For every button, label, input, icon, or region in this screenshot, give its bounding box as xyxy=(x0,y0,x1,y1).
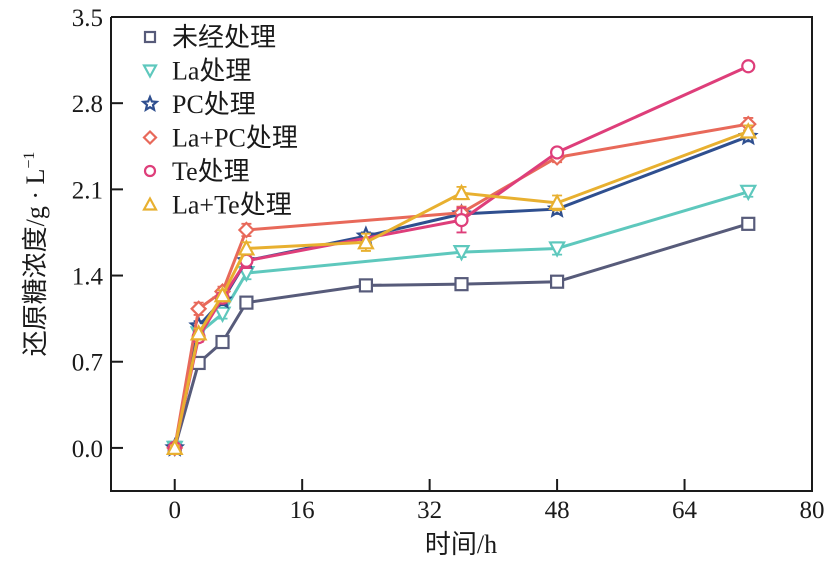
series-line xyxy=(173,135,749,449)
data-point xyxy=(548,193,566,211)
y-axis-title-main: 还原糖浓度/g · L xyxy=(21,169,50,357)
data-point xyxy=(190,300,208,318)
data-point xyxy=(239,295,254,310)
data-point xyxy=(189,324,208,341)
data-point xyxy=(454,277,469,292)
series-layer xyxy=(164,59,759,458)
legend-label: La+Te处理 xyxy=(172,191,292,220)
y-tick-label: 2.8 xyxy=(72,91,103,118)
x-tick-label: 16 xyxy=(290,497,315,524)
x-tick-label: 32 xyxy=(417,497,442,524)
data-point xyxy=(741,216,756,231)
data-point xyxy=(549,145,565,160)
x-tick-label: 48 xyxy=(545,497,570,524)
y-axis-title-group: 还原糖浓度/g · L−1 xyxy=(21,152,50,357)
legend-item: 未经处理 xyxy=(143,23,276,52)
data-point xyxy=(215,334,230,350)
legend-marker xyxy=(142,196,158,211)
series-2 xyxy=(164,125,759,457)
y-tick-label: 3.5 xyxy=(72,5,103,32)
data-point xyxy=(357,232,375,250)
data-point xyxy=(548,241,566,258)
legend-label: PC处理 xyxy=(172,90,256,119)
x-axis: 0 16 32 48 64 80 xyxy=(168,479,825,524)
y-tick-label: 0.7 xyxy=(72,350,103,377)
legend-item: PC处理 xyxy=(140,90,256,119)
series-5 xyxy=(165,122,758,456)
data-point xyxy=(741,59,756,74)
data-point xyxy=(165,438,184,456)
data-point xyxy=(452,245,471,262)
legend-item: La+PC处理 xyxy=(142,124,298,153)
legend-marker xyxy=(143,30,157,44)
data-point xyxy=(454,213,469,228)
data-point xyxy=(549,274,565,289)
x-tick-label: 80 xyxy=(800,497,825,524)
y-axis-title: 还原糖浓度/g · L−1 xyxy=(21,152,50,357)
legend-label: La+PC处理 xyxy=(172,124,298,153)
legend-marker xyxy=(142,64,158,79)
data-point xyxy=(237,239,256,256)
y-axis-title-superscript: −1 xyxy=(21,152,38,169)
data-point xyxy=(213,306,232,324)
legend-label: Te处理 xyxy=(172,157,250,186)
legend-marker xyxy=(140,94,160,112)
data-point xyxy=(739,184,758,202)
legend-marker xyxy=(142,129,158,146)
legend-label: 未经处理 xyxy=(172,23,276,52)
legend-item: La+Te处理 xyxy=(142,191,292,220)
x-tick-label: 0 xyxy=(168,497,181,524)
y-tick-label: 1.4 xyxy=(72,264,104,291)
y-tick-label: 0.0 xyxy=(72,436,103,463)
x-axis-title: 时间/h xyxy=(425,530,497,559)
data-point xyxy=(358,278,374,293)
data-point xyxy=(237,221,255,239)
series-line xyxy=(173,130,749,449)
legend-item: La处理 xyxy=(142,57,251,86)
y-axis: 0.0 0.7 1.4 2.1 2.8 3.5 xyxy=(72,5,123,463)
legend-marker xyxy=(143,164,157,178)
y-tick-label: 2.1 xyxy=(72,177,103,204)
data-point xyxy=(213,285,232,303)
legend-label: La处理 xyxy=(172,57,251,86)
legend-item: Te处理 xyxy=(143,157,250,186)
data-point xyxy=(739,122,758,139)
x-tick-label: 64 xyxy=(672,497,698,524)
data-point xyxy=(452,183,471,201)
legend: 未经处理 La处理 PC处理 La+PC处理 Te处理 La+Te处理 xyxy=(140,23,298,220)
